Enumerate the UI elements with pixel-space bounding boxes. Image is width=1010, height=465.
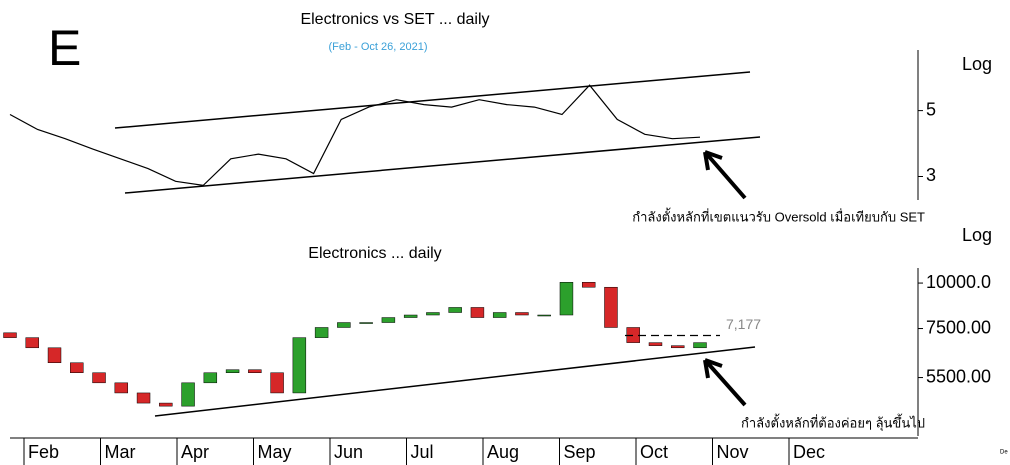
x-tick-label: May xyxy=(258,442,292,462)
candle xyxy=(337,322,351,328)
chart-title: Electronics ... daily xyxy=(308,245,441,262)
y-tick-label: 5 xyxy=(926,99,936,119)
candle xyxy=(292,337,307,394)
candle xyxy=(359,322,373,324)
trend-line xyxy=(154,346,756,417)
candle xyxy=(426,312,440,316)
candle xyxy=(515,312,529,316)
x-tick-label: Feb xyxy=(28,442,59,462)
y-tick-label: 7500.00 xyxy=(926,317,991,337)
x-tick-label: Aug xyxy=(487,442,519,462)
panel-label: E xyxy=(48,20,81,76)
annotation: กำลังตั้งหลักที่เขตแนวรับ Oversold เมื่อ… xyxy=(632,207,925,224)
x-tick-label: Jun xyxy=(334,442,363,462)
y-tick-label: 5500.00 xyxy=(926,366,991,386)
candle xyxy=(70,362,84,373)
y-tick-label: 3 xyxy=(926,165,936,185)
x-tick-label: Oct xyxy=(640,442,668,462)
level-label: 7,177 xyxy=(726,316,761,332)
x-tick-label: Mar xyxy=(105,442,136,462)
candle xyxy=(248,369,262,373)
trend-line xyxy=(114,71,751,129)
candle xyxy=(381,317,396,323)
x-tick-label: Sep xyxy=(564,442,596,462)
candle xyxy=(559,282,574,316)
x-tick-label: Dec xyxy=(793,442,825,462)
chart-title: Electronics vs SET ... daily xyxy=(300,11,489,28)
candle xyxy=(181,382,195,407)
scale-label: Log xyxy=(962,54,992,74)
candle xyxy=(470,307,485,318)
candle xyxy=(25,337,39,349)
x-tick-label: Jul xyxy=(411,442,434,462)
chart-subtitle: (Feb - Oct 26, 2021) xyxy=(328,41,427,53)
candle xyxy=(3,332,17,338)
candle xyxy=(314,327,329,338)
candle xyxy=(136,392,151,404)
candle xyxy=(693,342,707,349)
trend-line xyxy=(124,136,761,194)
candle xyxy=(270,372,284,394)
annotation: กำลังตั้งหลักที่ต้องค่อยๆ ลุ้นขึ้นไป xyxy=(741,413,925,431)
arrow xyxy=(703,358,747,407)
y-tick-label: 10000.0 xyxy=(926,272,991,292)
corner-note: De xyxy=(1000,450,1008,456)
candle xyxy=(92,372,106,384)
candle xyxy=(448,307,462,313)
candle xyxy=(604,286,618,328)
x-tick-label: Apr xyxy=(181,442,209,462)
candle xyxy=(159,402,173,407)
candle xyxy=(203,372,218,384)
candle xyxy=(225,369,240,373)
arrow xyxy=(703,150,747,200)
candle xyxy=(671,345,685,349)
candle xyxy=(114,382,129,394)
candle xyxy=(492,312,507,318)
candle xyxy=(537,314,551,317)
candle xyxy=(648,342,663,346)
candle xyxy=(581,282,596,288)
scale-label: Log xyxy=(962,225,992,245)
candle xyxy=(403,314,418,318)
series-line xyxy=(9,84,701,187)
x-tick-label: Nov xyxy=(717,442,749,462)
candle xyxy=(47,347,62,364)
